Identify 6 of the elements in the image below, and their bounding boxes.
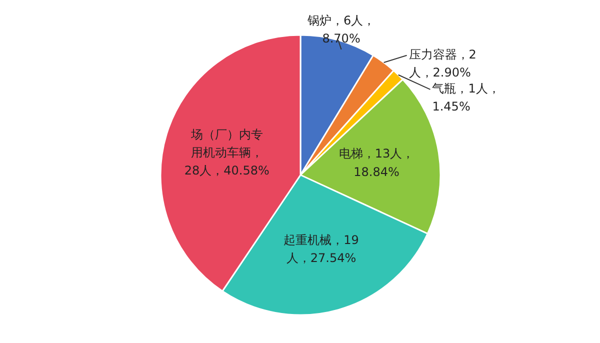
slice-label: 起重机械，19 人，27.54% xyxy=(284,233,359,266)
slice-label: 锅炉，6人， 8.70% xyxy=(306,13,376,46)
slice-label: 气瓶，1人， 1.45% xyxy=(432,81,500,114)
slice-label: 压力容器，2 人，2.90% xyxy=(408,47,476,80)
slice-label: 电梯，13人， 18.84% xyxy=(338,146,414,179)
slice-label: 场（厂）内专用机动车辆， 28人，40.58% xyxy=(184,127,270,178)
